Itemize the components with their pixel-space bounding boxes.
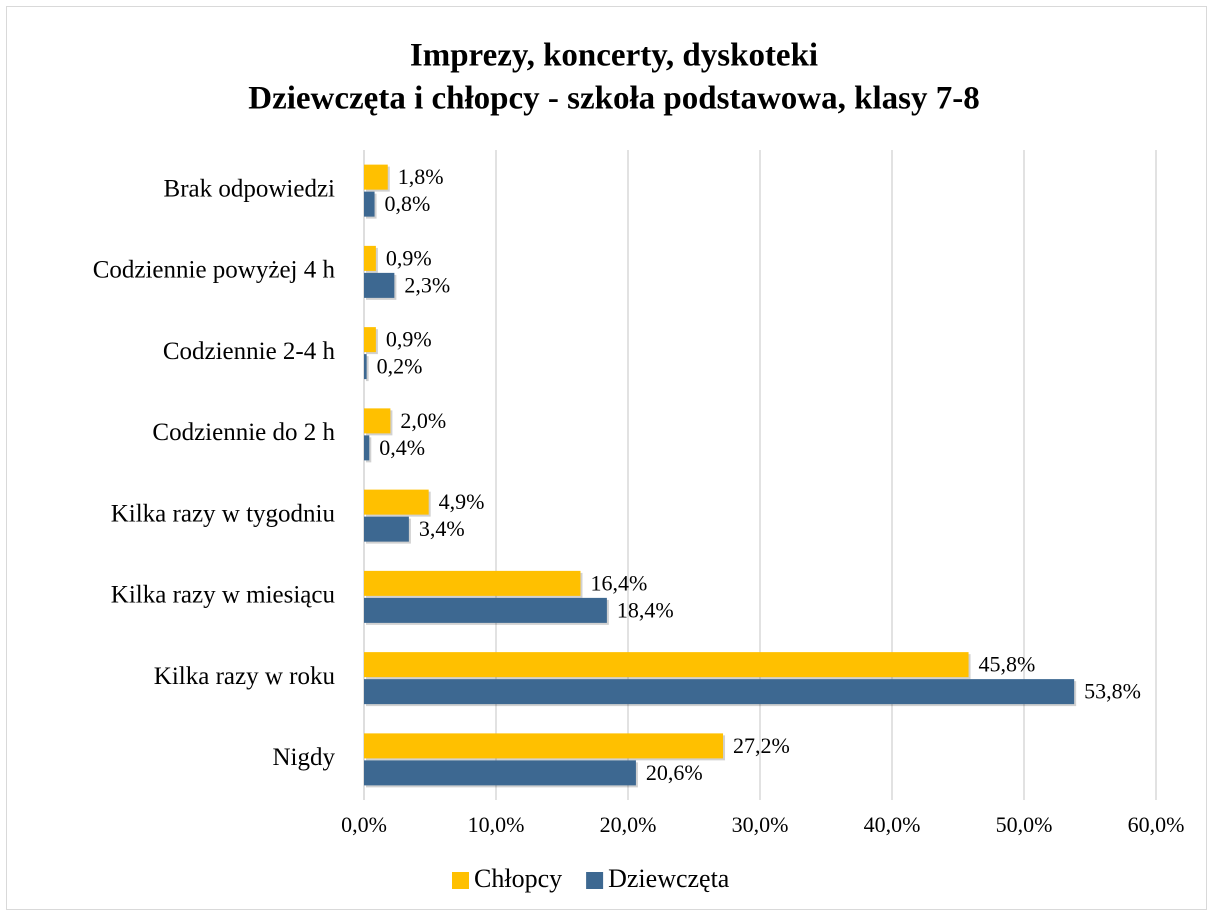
y-tick-label: Codziennie do 2 h: [152, 419, 335, 446]
x-tick-label: 50,0%: [996, 812, 1053, 837]
bar: [364, 597, 607, 623]
x-tick-label: 10,0%: [468, 812, 525, 837]
y-tick-label: Codziennie 2-4 h: [163, 338, 336, 365]
bar: [364, 679, 1075, 705]
bar: [364, 164, 388, 190]
y-tick-label: Kilka razy w roku: [154, 663, 336, 690]
value-label: 4,9%: [439, 489, 485, 514]
bar: [364, 245, 376, 271]
x-tick-label: 60,0%: [1128, 812, 1185, 837]
bar: [364, 354, 367, 380]
y-tick-label: Kilka razy w tygodniu: [111, 500, 336, 527]
value-label: 0,8%: [385, 191, 431, 216]
bar: [364, 489, 429, 515]
x-tick-label: 0,0%: [341, 812, 387, 837]
bar: [364, 570, 581, 596]
value-label: 0,2%: [377, 354, 423, 379]
x-tick-label: 30,0%: [732, 812, 789, 837]
chart-subtitle: Dziewczęta i chłopcy - szkoła podstawowa…: [248, 81, 979, 117]
y-tick-label: Codziennie powyżej 4 h: [93, 257, 336, 284]
x-tick-label: 20,0%: [600, 812, 657, 837]
bar: [364, 191, 375, 217]
y-tick-label: Kilka razy w miesiącu: [111, 582, 336, 609]
value-label: 45,8%: [979, 652, 1036, 677]
bar: [364, 733, 724, 759]
bar: [364, 272, 395, 298]
legend-swatch: [586, 872, 604, 889]
value-label: 18,4%: [617, 597, 674, 622]
legend-swatch: [452, 872, 469, 889]
legend-label: Chłopcy: [474, 864, 562, 893]
value-label: 27,2%: [733, 733, 790, 758]
chart-frame: [6, 6, 1207, 910]
bar-shadow: [366, 356, 369, 382]
y-tick-label: Brak odpowiedzi: [164, 175, 336, 202]
value-label: 2,3%: [404, 272, 450, 297]
value-label: 0,4%: [379, 435, 425, 460]
value-label: 20,6%: [646, 760, 703, 785]
bar: [364, 327, 376, 353]
legend-label: Dziewczęta: [608, 864, 730, 893]
bar: [364, 652, 969, 678]
value-label: 3,4%: [419, 516, 465, 541]
value-label: 0,9%: [386, 245, 432, 270]
bar: [364, 435, 370, 461]
value-label: 2,0%: [400, 408, 446, 433]
y-tick-label: Nigdy: [273, 744, 336, 771]
bar: [364, 516, 409, 542]
value-label: 1,8%: [398, 164, 444, 189]
bar: [364, 408, 391, 434]
chart-title: Imprezy, koncerty, dyskoteki: [410, 38, 818, 74]
bar: [364, 760, 636, 786]
x-tick-label: 40,0%: [864, 812, 921, 837]
value-label: 0,9%: [386, 327, 432, 352]
value-label: 53,8%: [1084, 679, 1141, 704]
value-label: 16,4%: [590, 570, 647, 595]
